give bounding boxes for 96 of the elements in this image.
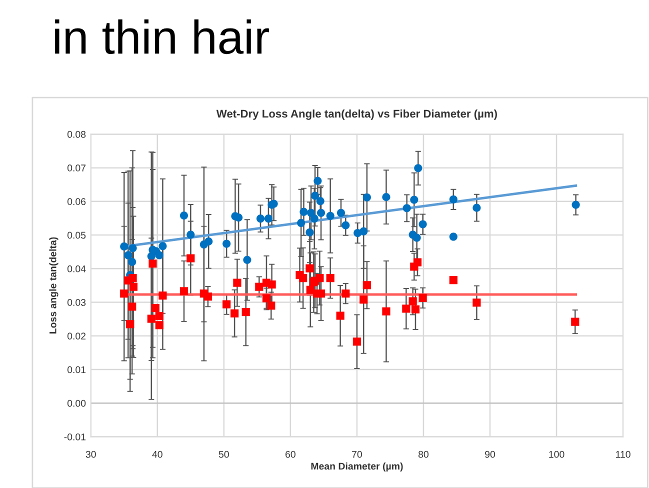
point [360,227,368,236]
point [414,164,422,172]
x-tick-label: 70 [352,450,362,458]
point [342,221,350,230]
x-tick-label: 100 [549,450,564,458]
point [155,251,164,260]
y-tick-label: 0.01 [67,366,86,374]
point [256,214,265,223]
point [472,298,481,307]
point [382,307,390,316]
y-tick-label: 0.07 [67,164,86,172]
point [180,287,188,296]
point [300,208,308,216]
point [242,308,250,316]
point [412,234,421,242]
point [413,258,422,266]
point [147,314,156,323]
point [418,220,427,228]
point [449,195,458,204]
point [418,294,427,302]
point [158,292,167,300]
point [128,258,136,266]
point [336,312,344,320]
point [326,212,334,220]
y-tick-label: 0.06 [67,198,86,206]
y-axis-title: Loss angle tan(delta) [49,237,58,334]
point [124,251,132,260]
point [129,282,138,291]
point [267,302,276,310]
point [360,296,368,304]
point [222,300,231,308]
point [148,260,157,268]
point [255,282,264,291]
point [402,204,411,212]
point [352,338,361,346]
point [449,276,458,284]
point [316,197,324,206]
point [264,214,273,223]
point [204,237,213,246]
point [128,302,136,311]
chart-title: Wet-Dry Loss Angle tan(delta) vs Fiber Diameter (µm) [216,109,497,120]
point [362,193,371,202]
point [402,304,410,313]
y-tick-label: 0.05 [67,232,86,239]
x-axis-title: Mean Diameter (µm) [311,462,403,472]
point [120,242,128,251]
point [262,294,271,302]
point [572,200,580,209]
y-tick-label: 0.04 [67,265,86,272]
point [233,278,242,287]
x-tick-label: 90 [485,450,496,458]
point [316,290,326,298]
x-tick-label: 110 [616,450,630,458]
point [128,274,137,282]
point [186,254,195,262]
y-tick-label: -0.01 [64,433,86,440]
point [222,240,231,248]
point [306,228,314,236]
point [155,312,164,320]
text: in thin hair [55,19,270,54]
x-tick-label: 30 [86,450,96,458]
point [126,320,134,328]
point [571,318,580,326]
point [186,230,195,239]
point [362,281,371,290]
point [310,214,318,223]
point [151,304,160,312]
point [307,208,316,217]
point [314,176,322,185]
y-tick-label: 0.02 [67,332,86,340]
y-tick-label: 0.08 [67,130,86,138]
point [382,193,390,202]
point [326,274,334,282]
point [243,256,252,264]
point [128,244,137,252]
point [120,290,128,298]
point [180,212,188,220]
point [408,297,417,306]
y-tick-label: 0.00 [67,400,86,407]
point [230,309,239,318]
x-tick-label: 50 [218,450,229,458]
x-tick-label: 80 [418,450,428,458]
point [297,218,306,227]
point [410,196,418,204]
x-tick-label: 60 [286,450,296,458]
point [316,208,326,217]
y-tick-label: 0.03 [67,299,86,306]
point [155,321,164,330]
point [449,232,458,241]
point [299,274,308,282]
point [336,208,346,217]
point [268,280,276,289]
x-tick-label: 40 [152,450,162,458]
point [342,290,350,298]
point [472,204,481,212]
point [204,292,212,301]
